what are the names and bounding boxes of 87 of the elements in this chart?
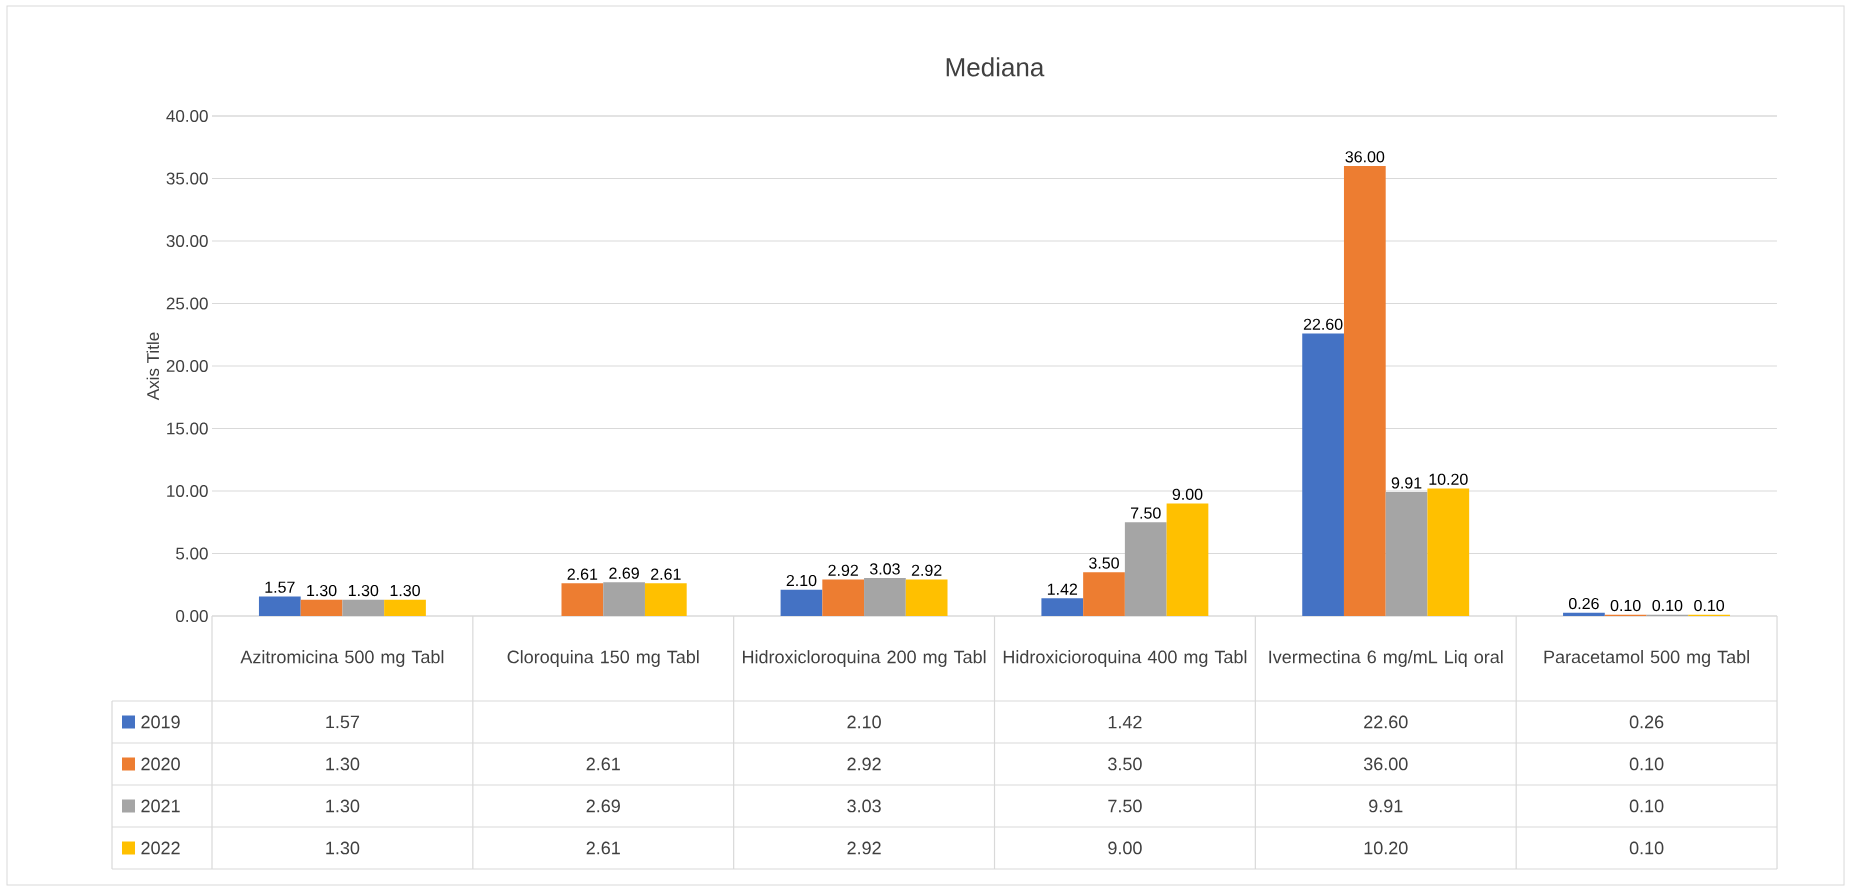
text: 1.30 [390,584,420,597]
bar [1427,488,1470,616]
text: 1.42 [1047,583,1078,595]
x-tick-label: Azitromicina 500 mg Tabl [240,650,444,667]
data-label: 2.69 [586,799,620,813]
bar [1563,612,1605,616]
data-label: 2.92 [847,841,881,855]
text: 0.26 [1568,597,1599,610]
text: 9.00 [1172,488,1203,500]
bar [864,578,906,616]
data-label: 1.30 [326,841,360,855]
data-label: 3.03 [847,799,881,813]
data-label: 2.10 [847,715,881,729]
data-label: 2.61 [586,757,620,771]
bar [1385,492,1428,616]
x-tick-label: Cloroquina 150 mg Tabl [507,650,699,667]
data-label: 36.00 [1363,757,1408,771]
text: 2.92 [911,564,942,576]
text: 22.60 [1303,318,1343,330]
text: 2.69 [609,567,639,579]
text: 0.10 [1610,599,1641,612]
legend-label: 2022 [141,841,180,855]
bar [780,589,823,616]
bar [342,599,385,616]
data-label: 9.91 [1369,799,1403,813]
bar [603,582,645,616]
data-label: 0.26 [1629,715,1664,729]
text: 2.61 [567,568,598,580]
bar [384,599,426,616]
bar [644,583,687,616]
data-label: 7.50 [1108,799,1142,813]
text: 1.30 [307,584,337,597]
data-label: 0.10 [1629,799,1664,813]
bar [822,579,865,616]
data-label: 3.50 [1108,757,1142,771]
text: 36.00 [1345,151,1385,163]
x-tick-label: Hidroxicloroquina 200 mg Tabl [743,650,986,667]
y-tick-label: 15.00 [167,422,208,435]
data-label: 1.42 [1108,715,1142,729]
text: 7.50 [1130,507,1161,519]
text: 2.92 [828,564,858,576]
text: 1.30 [348,584,379,597]
y-tick-label: 35.00 [166,172,208,185]
text: 10.20 [1429,473,1468,485]
bar [1166,503,1209,616]
bar [1041,598,1084,616]
bar [300,599,343,616]
data-label: 10.20 [1364,841,1408,855]
chart-title: Mediana [946,57,1045,77]
data-label: 2.61 [586,841,620,855]
text: 9.91 [1391,477,1422,489]
bar [561,583,604,616]
text: 0.10 [1694,599,1725,612]
legend-label: 2020 [141,757,180,771]
bar [1083,572,1125,616]
y-tick-label: 10.00 [167,484,208,498]
data-label: 1.30 [326,757,360,771]
bar [1124,522,1167,616]
text: 0.10 [1652,599,1683,612]
x-tick-label: Ivermectina 6 mg/mL Liq oral [1269,650,1503,667]
y-tick-label: 40.00 [166,109,208,123]
text: 3.50 [1089,557,1119,569]
data-label: 0.10 [1629,841,1664,855]
y-axis-title: Axis Title [146,332,160,401]
data-label: 22.60 [1364,715,1408,729]
bar [258,596,301,616]
data-label: 9.00 [1108,841,1142,855]
x-tick-label: Paracetamol 500 mg Tabl [1544,650,1749,667]
data-label: 1.57 [326,715,360,729]
text: 2.10 [786,574,817,587]
y-tick-label: 0.00 [176,609,208,623]
y-tick-label: 25.00 [166,297,208,310]
y-tick-label: 30.00 [166,234,208,248]
y-tick-label: 5.00 [176,547,208,560]
text: 1.57 [265,581,295,593]
y-tick-label: 20.00 [166,359,208,373]
text: 2.61 [651,568,681,580]
data-label: 1.30 [326,799,360,813]
bar [1302,333,1344,616]
legend-label: 2021 [141,799,180,813]
text: 3.03 [869,563,900,575]
data-label: 2.92 [847,757,881,771]
data-label: 0.10 [1629,757,1664,771]
bar [1343,165,1386,616]
bar [905,579,948,616]
legend-label: 2019 [141,715,180,729]
x-tick-label: Hidroxicioroquina 400 mg Tabl [1003,650,1247,667]
